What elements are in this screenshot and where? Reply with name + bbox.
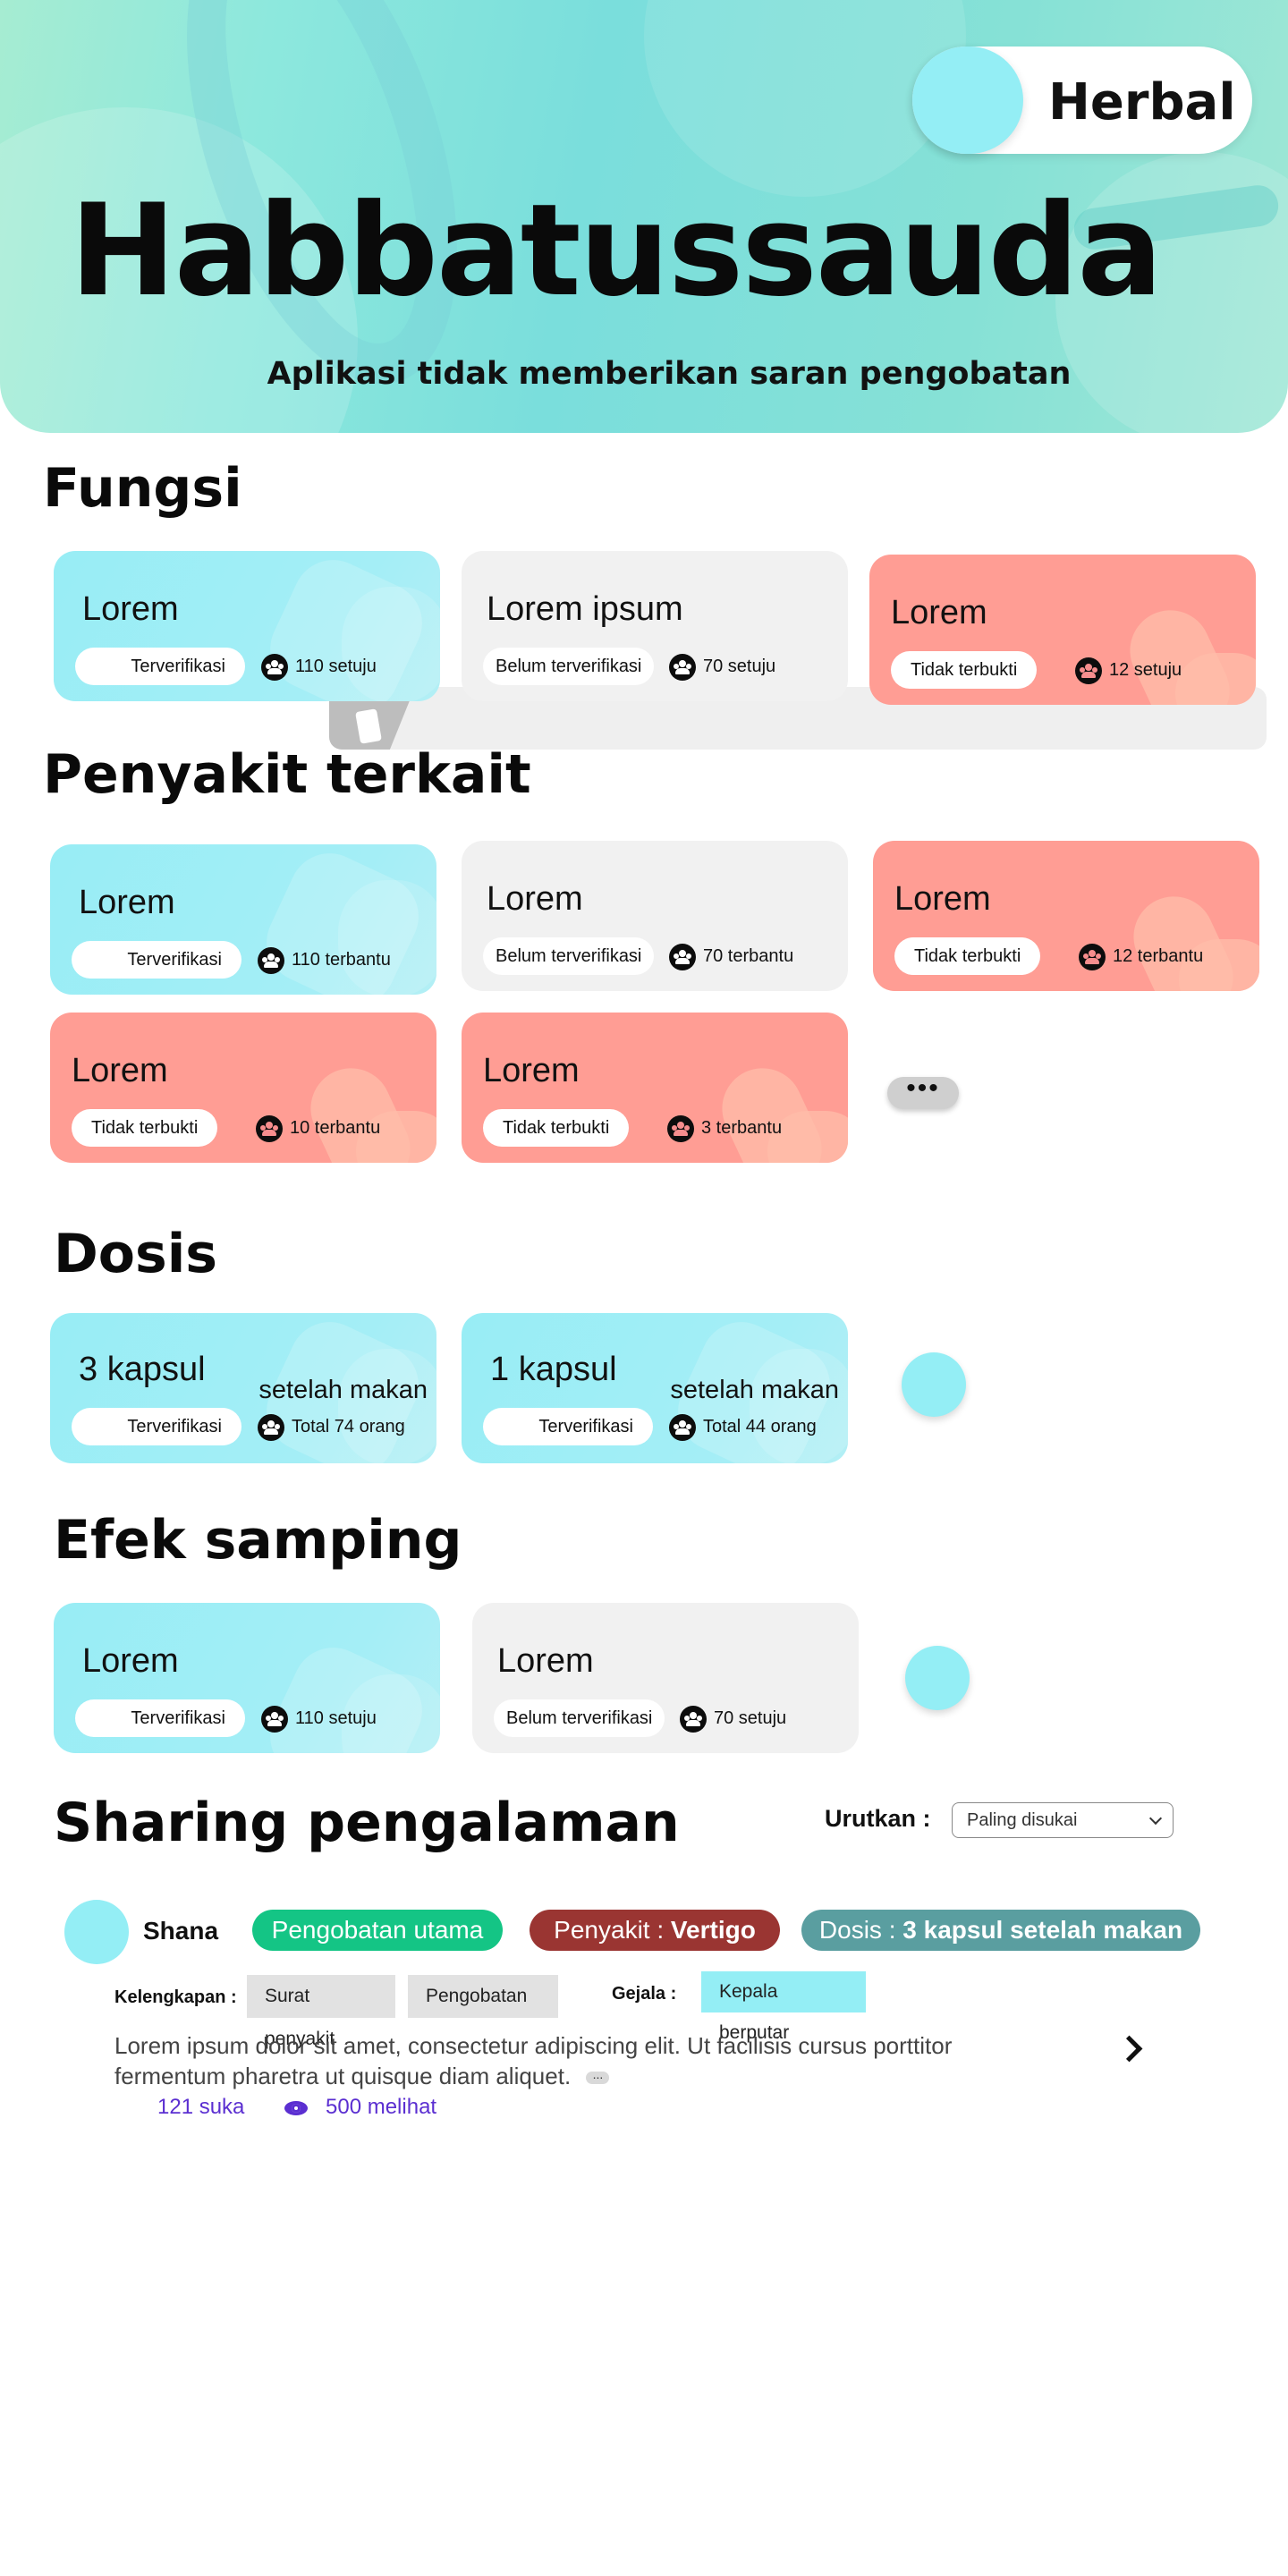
dose-card[interactable]: 1 kapsul setelah makan Terverifikasi Tot… (462, 1313, 848, 1463)
people-icon (256, 1114, 283, 1142)
more-button[interactable]: ••• (887, 1075, 959, 1109)
card-title: Lorem (891, 594, 987, 631)
section-title-penyakit: Penyakit terkait (43, 743, 531, 806)
dose-card[interactable]: 3 kapsul setelah makan Terverifikasi Tot… (50, 1313, 436, 1463)
post-body: Lorem ipsum dolor sit amet, consectetur … (114, 2032, 953, 2089)
approval-count: 110 setuju (261, 1703, 377, 1733)
kelengkapan-label: Kelengkapan : (114, 1987, 237, 2007)
approval-count: 70 setuju (669, 651, 775, 682)
status-badge: Terverifikasi (483, 1408, 653, 1445)
approval-count: 12 setuju (1075, 655, 1182, 685)
sort-value: Paling disukai (967, 1810, 1078, 1830)
card-title: Lorem ipsum (487, 590, 683, 628)
eye-icon (284, 2100, 308, 2115)
add-side-effect-button[interactable] (905, 1646, 970, 1710)
disease-card[interactable]: Lorem Terverifikasi 110 terbantu (50, 844, 436, 995)
avatar[interactable] (64, 1900, 129, 1964)
dose-timing: setelah makan (670, 1376, 839, 1404)
status-badge: Tidak terbukti (483, 1109, 630, 1147)
category-label: Herbal (1048, 73, 1236, 131)
card-title: Lorem (82, 1642, 179, 1680)
category-toggle-knob[interactable] (912, 47, 1023, 154)
people-icon (669, 1413, 696, 1441)
fungsi-card[interactable]: Lorem Terverifikasi 110 setuju (54, 551, 440, 701)
status-badge: Tidak terbukti (72, 1109, 218, 1147)
total-count: Total 44 orang (669, 1411, 817, 1442)
fungsi-card[interactable]: Lorem ipsum Belum terverifikasi 70 setuj… (462, 551, 848, 701)
status-badge: Tidak terbukti (894, 937, 1041, 975)
helped-count: 12 terbantu (1079, 941, 1203, 971)
status-badge: Belum terverifikasi (483, 937, 655, 975)
status-badge: Terverifikasi (72, 941, 242, 979)
side-effect-card[interactable]: Lorem Terverifikasi 110 setuju (54, 1603, 440, 1753)
people-icon (669, 653, 696, 681)
user-name[interactable]: Shana (143, 1917, 219, 1945)
sort-label: Urutkan : (825, 1805, 931, 1832)
card-title: Lorem (82, 590, 179, 628)
side-effect-card[interactable]: Lorem Belum terverifikasi 70 setuju (472, 1603, 859, 1753)
fungsi-card[interactable]: Lorem Tidak terbukti 12 setuju (869, 555, 1256, 705)
status-badge: Terverifikasi (72, 1408, 242, 1445)
status-badge: Belum terverifikasi (494, 1699, 665, 1737)
disease-card[interactable]: Lorem Tidak terbukti 12 terbantu (873, 841, 1259, 991)
people-icon (261, 1705, 288, 1733)
section-title-efek-samping: Efek samping (54, 1509, 462, 1572)
people-icon (1075, 657, 1102, 684)
dose-amount: 1 kapsul (490, 1351, 617, 1388)
disease-card[interactable]: Lorem Tidak terbukti 3 terbantu (462, 1013, 848, 1163)
total-count: Total 74 orang (258, 1411, 405, 1442)
helped-count: 110 terbantu (258, 945, 391, 975)
card-title: Lorem (79, 884, 175, 921)
hero-decoration (1055, 152, 1288, 433)
status-badge: Belum terverifikasi (483, 648, 655, 685)
section-title-fungsi: Fungsi (43, 457, 242, 520)
card-title: Lorem (72, 1052, 168, 1089)
tag-primary-treatment: Pengobatan utama (252, 1910, 503, 1951)
add-dose-button[interactable] (902, 1352, 966, 1417)
status-badge: Terverifikasi (75, 648, 245, 685)
people-icon (258, 946, 284, 974)
dose-timing: setelah makan (258, 1376, 428, 1404)
chevron-down-icon (1148, 1811, 1163, 1826)
people-icon (669, 943, 696, 970)
helped-count: 70 terbantu (669, 941, 793, 971)
disease-card[interactable]: Lorem Belum terverifikasi 70 terbantu (462, 841, 848, 991)
chevron-right-icon[interactable] (1118, 2034, 1145, 2061)
card-title: Lorem (894, 880, 991, 918)
dose-amount: 3 kapsul (79, 1351, 206, 1388)
section-title-sharing: Sharing pengalaman (54, 1792, 680, 1854)
people-icon (667, 1114, 694, 1142)
card-title: Lorem (487, 880, 583, 918)
gejala-chip: Kepala berputar (701, 1971, 866, 2043)
disease-card[interactable]: Lorem Tidak terbukti 10 terbantu (50, 1013, 436, 1163)
card-title: Lorem (497, 1642, 594, 1680)
helped-count: 10 terbantu (256, 1113, 380, 1143)
approval-count: 110 setuju (261, 651, 377, 682)
people-icon (680, 1705, 707, 1733)
tag-disease: Penyakit : Vertigo (530, 1910, 780, 1951)
tag-dose: Dosis : 3 kapsul setelah makan (801, 1910, 1200, 1951)
gejala-label: Gejala : (612, 1984, 677, 2004)
view-count: 500 melihat (284, 2095, 436, 2120)
disclaimer-text: Aplikasi tidak memberikan saran pengobat… (267, 356, 1072, 392)
kelengkapan-chip: Surat penyakit (247, 1975, 395, 2049)
card-title: Lorem (483, 1052, 580, 1089)
like-count[interactable]: 121 suka (157, 2095, 245, 2119)
expand-text-button[interactable]: ... (586, 2068, 610, 2085)
helped-count: 3 terbantu (667, 1113, 782, 1143)
status-badge: Tidak terbukti (891, 651, 1038, 689)
page-title: Habbatussauda (70, 177, 1163, 325)
status-badge: Terverifikasi (75, 1699, 245, 1737)
section-title-dosis: Dosis (54, 1223, 218, 1285)
people-icon (1079, 943, 1106, 970)
sort-dropdown[interactable]: Paling disukai (952, 1802, 1174, 1838)
kelengkapan-chip: Pengobatan (408, 1975, 558, 2018)
approval-count: 70 setuju (680, 1703, 786, 1733)
people-icon (261, 653, 288, 681)
people-icon (258, 1413, 284, 1441)
